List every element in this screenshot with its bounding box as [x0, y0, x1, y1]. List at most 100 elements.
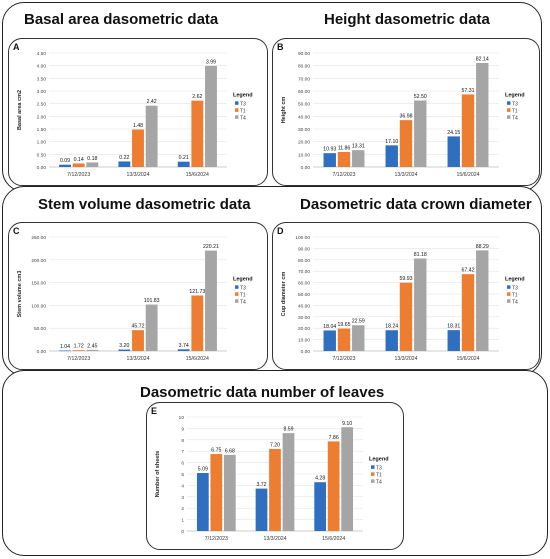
- bar-t1: [132, 129, 144, 167]
- chart-d-card: D 0.00 10.00 20.00 30.00 40.00 50.00 60.00 70.00…: [272, 222, 540, 370]
- y-tick-label: 4.00: [37, 64, 47, 70]
- data-label: 0.21: [179, 155, 189, 161]
- legend-swatch-t3: [507, 101, 511, 105]
- data-label: 82.14: [476, 56, 489, 62]
- data-label: 0.18: [87, 156, 97, 162]
- data-label: 0.09: [60, 158, 70, 164]
- data-label: 17.10: [385, 139, 398, 145]
- y-tick-label: 50.00: [34, 326, 46, 332]
- legend-swatch-t3: [371, 465, 375, 469]
- bar-t1: [461, 94, 475, 167]
- data-label: 0.22: [119, 155, 129, 161]
- chart-d-svg: D 0.00 10.00 20.00 30.00 40.00 50.00 60.00 70.00…: [277, 226, 525, 362]
- bar-t3: [118, 349, 131, 351]
- panel-letter: E: [151, 406, 157, 416]
- y-tick-label: 10.00: [298, 338, 310, 344]
- legend-swatch-t3: [235, 101, 239, 105]
- x-tick-label: 13/3/2024: [126, 356, 149, 362]
- chart-e-card: E 0 1 2 3 4 5 6 7 8 9 10 Number of sheets 5.09 6.75 6.6…: [146, 402, 404, 550]
- chart-a-svg: A 0.00 0.50 1.00 1.50 2.00 2.50 3.00 3.50 4.00 4.5…: [13, 42, 253, 178]
- bar-t1: [327, 441, 340, 531]
- data-label: 13.31: [352, 144, 365, 150]
- data-label: 7.20: [270, 442, 280, 448]
- bar-t1: [72, 163, 85, 167]
- y-tick-label: 60.00: [298, 281, 310, 287]
- legend-entry-t4: T4: [240, 115, 246, 121]
- y-tick-label: 80.00: [298, 64, 310, 70]
- legend-entry-t4: T4: [512, 299, 518, 305]
- data-label: 67.42: [462, 268, 475, 274]
- y-tick-label: 3.00: [37, 89, 47, 95]
- data-label: 1.48: [133, 123, 143, 129]
- bar-t4: [414, 100, 427, 167]
- y-tick-label: 6: [181, 461, 184, 467]
- data-label: 52.50: [414, 94, 427, 100]
- bar-t1: [191, 295, 204, 351]
- bar-t4: [205, 250, 217, 351]
- bar-t3: [59, 164, 71, 167]
- bar-t3: [314, 482, 327, 531]
- legend-swatch-t4: [371, 479, 375, 483]
- chart-b-svg: B 0.00 10.00 20.00 30.00 40.00 50.00 60.00 70.00…: [277, 42, 525, 178]
- data-label: 36.98: [400, 114, 413, 120]
- panel-letter: D: [277, 226, 284, 236]
- y-tick-label: 1: [181, 518, 184, 524]
- y-tick-label: 0.00: [301, 165, 311, 171]
- legend-entry-t3: T3: [376, 465, 382, 471]
- legend-entry-t3: T3: [512, 101, 518, 107]
- y-axis-label: Basal area cm2: [17, 90, 23, 130]
- y-tick-label: 7: [181, 449, 184, 455]
- bar-t3: [177, 161, 190, 167]
- data-label: 18.31: [447, 324, 460, 330]
- y-tick-label: 2.50: [37, 102, 47, 108]
- y-tick-label: 200.00: [31, 258, 46, 264]
- legend-entry-t1: T1: [240, 292, 246, 298]
- chart-e-svg: E 0 1 2 3 4 5 6 7 8 9 10 Number of sheets 5.09 6.75 6.6…: [151, 406, 389, 542]
- bar-t3: [177, 349, 190, 351]
- data-label: 101.83: [144, 298, 160, 304]
- data-label: 2.45: [87, 343, 97, 349]
- bar-t1: [191, 100, 204, 167]
- y-tick-label: 30.00: [298, 127, 310, 133]
- data-label: 24.15: [447, 130, 460, 136]
- legend-entry-t1: T1: [512, 108, 518, 114]
- bar-t4: [282, 433, 295, 531]
- data-label: 11.86: [338, 145, 351, 151]
- data-label: 4.28: [315, 476, 325, 482]
- y-tick-label: 50.00: [298, 292, 310, 298]
- y-tick-label: 50.00: [298, 102, 310, 108]
- x-tick-label: 15/6/2024: [456, 356, 479, 362]
- chart-b-title: Height dasometric data: [324, 11, 490, 28]
- bar-t3: [59, 350, 71, 352]
- bar-t1: [337, 151, 351, 167]
- y-tick-label: 5: [181, 472, 184, 478]
- y-tick-label: 8: [181, 438, 184, 444]
- bar-t4: [341, 427, 354, 531]
- x-tick-label: 13/3/2024: [126, 172, 149, 178]
- bar-t4: [476, 62, 489, 167]
- chart-d-title: Dasometric data crown diameter: [300, 196, 532, 213]
- y-tick-label: 1.00: [37, 140, 47, 146]
- bar-t4: [414, 258, 427, 351]
- y-axis-label: Height cm: [281, 97, 287, 124]
- y-tick-label: 2.00: [37, 114, 47, 120]
- y-axis-label: Stem volume cm3: [17, 271, 23, 318]
- data-label: 22.59: [352, 319, 365, 325]
- bar-t1: [210, 454, 223, 531]
- data-label: 88.29: [476, 244, 489, 250]
- panel-letter: B: [277, 42, 284, 52]
- data-label: 121.73: [189, 289, 205, 295]
- x-tick-label: 15/6/2024: [186, 172, 209, 178]
- y-tick-label: 20.00: [298, 326, 310, 332]
- bar-t3: [447, 136, 460, 167]
- data-label: 10.93: [323, 147, 336, 153]
- panel-letter: C: [13, 226, 20, 236]
- bar-t3: [447, 330, 460, 351]
- bar-t4: [476, 250, 489, 351]
- data-label: 1.04: [60, 344, 70, 350]
- y-tick-label: 100.00: [295, 235, 310, 241]
- y-tick-label: 0: [181, 529, 184, 535]
- bar-t3: [323, 153, 336, 167]
- x-tick-label: 7/12/2023: [67, 172, 90, 178]
- bar-t4: [352, 325, 365, 351]
